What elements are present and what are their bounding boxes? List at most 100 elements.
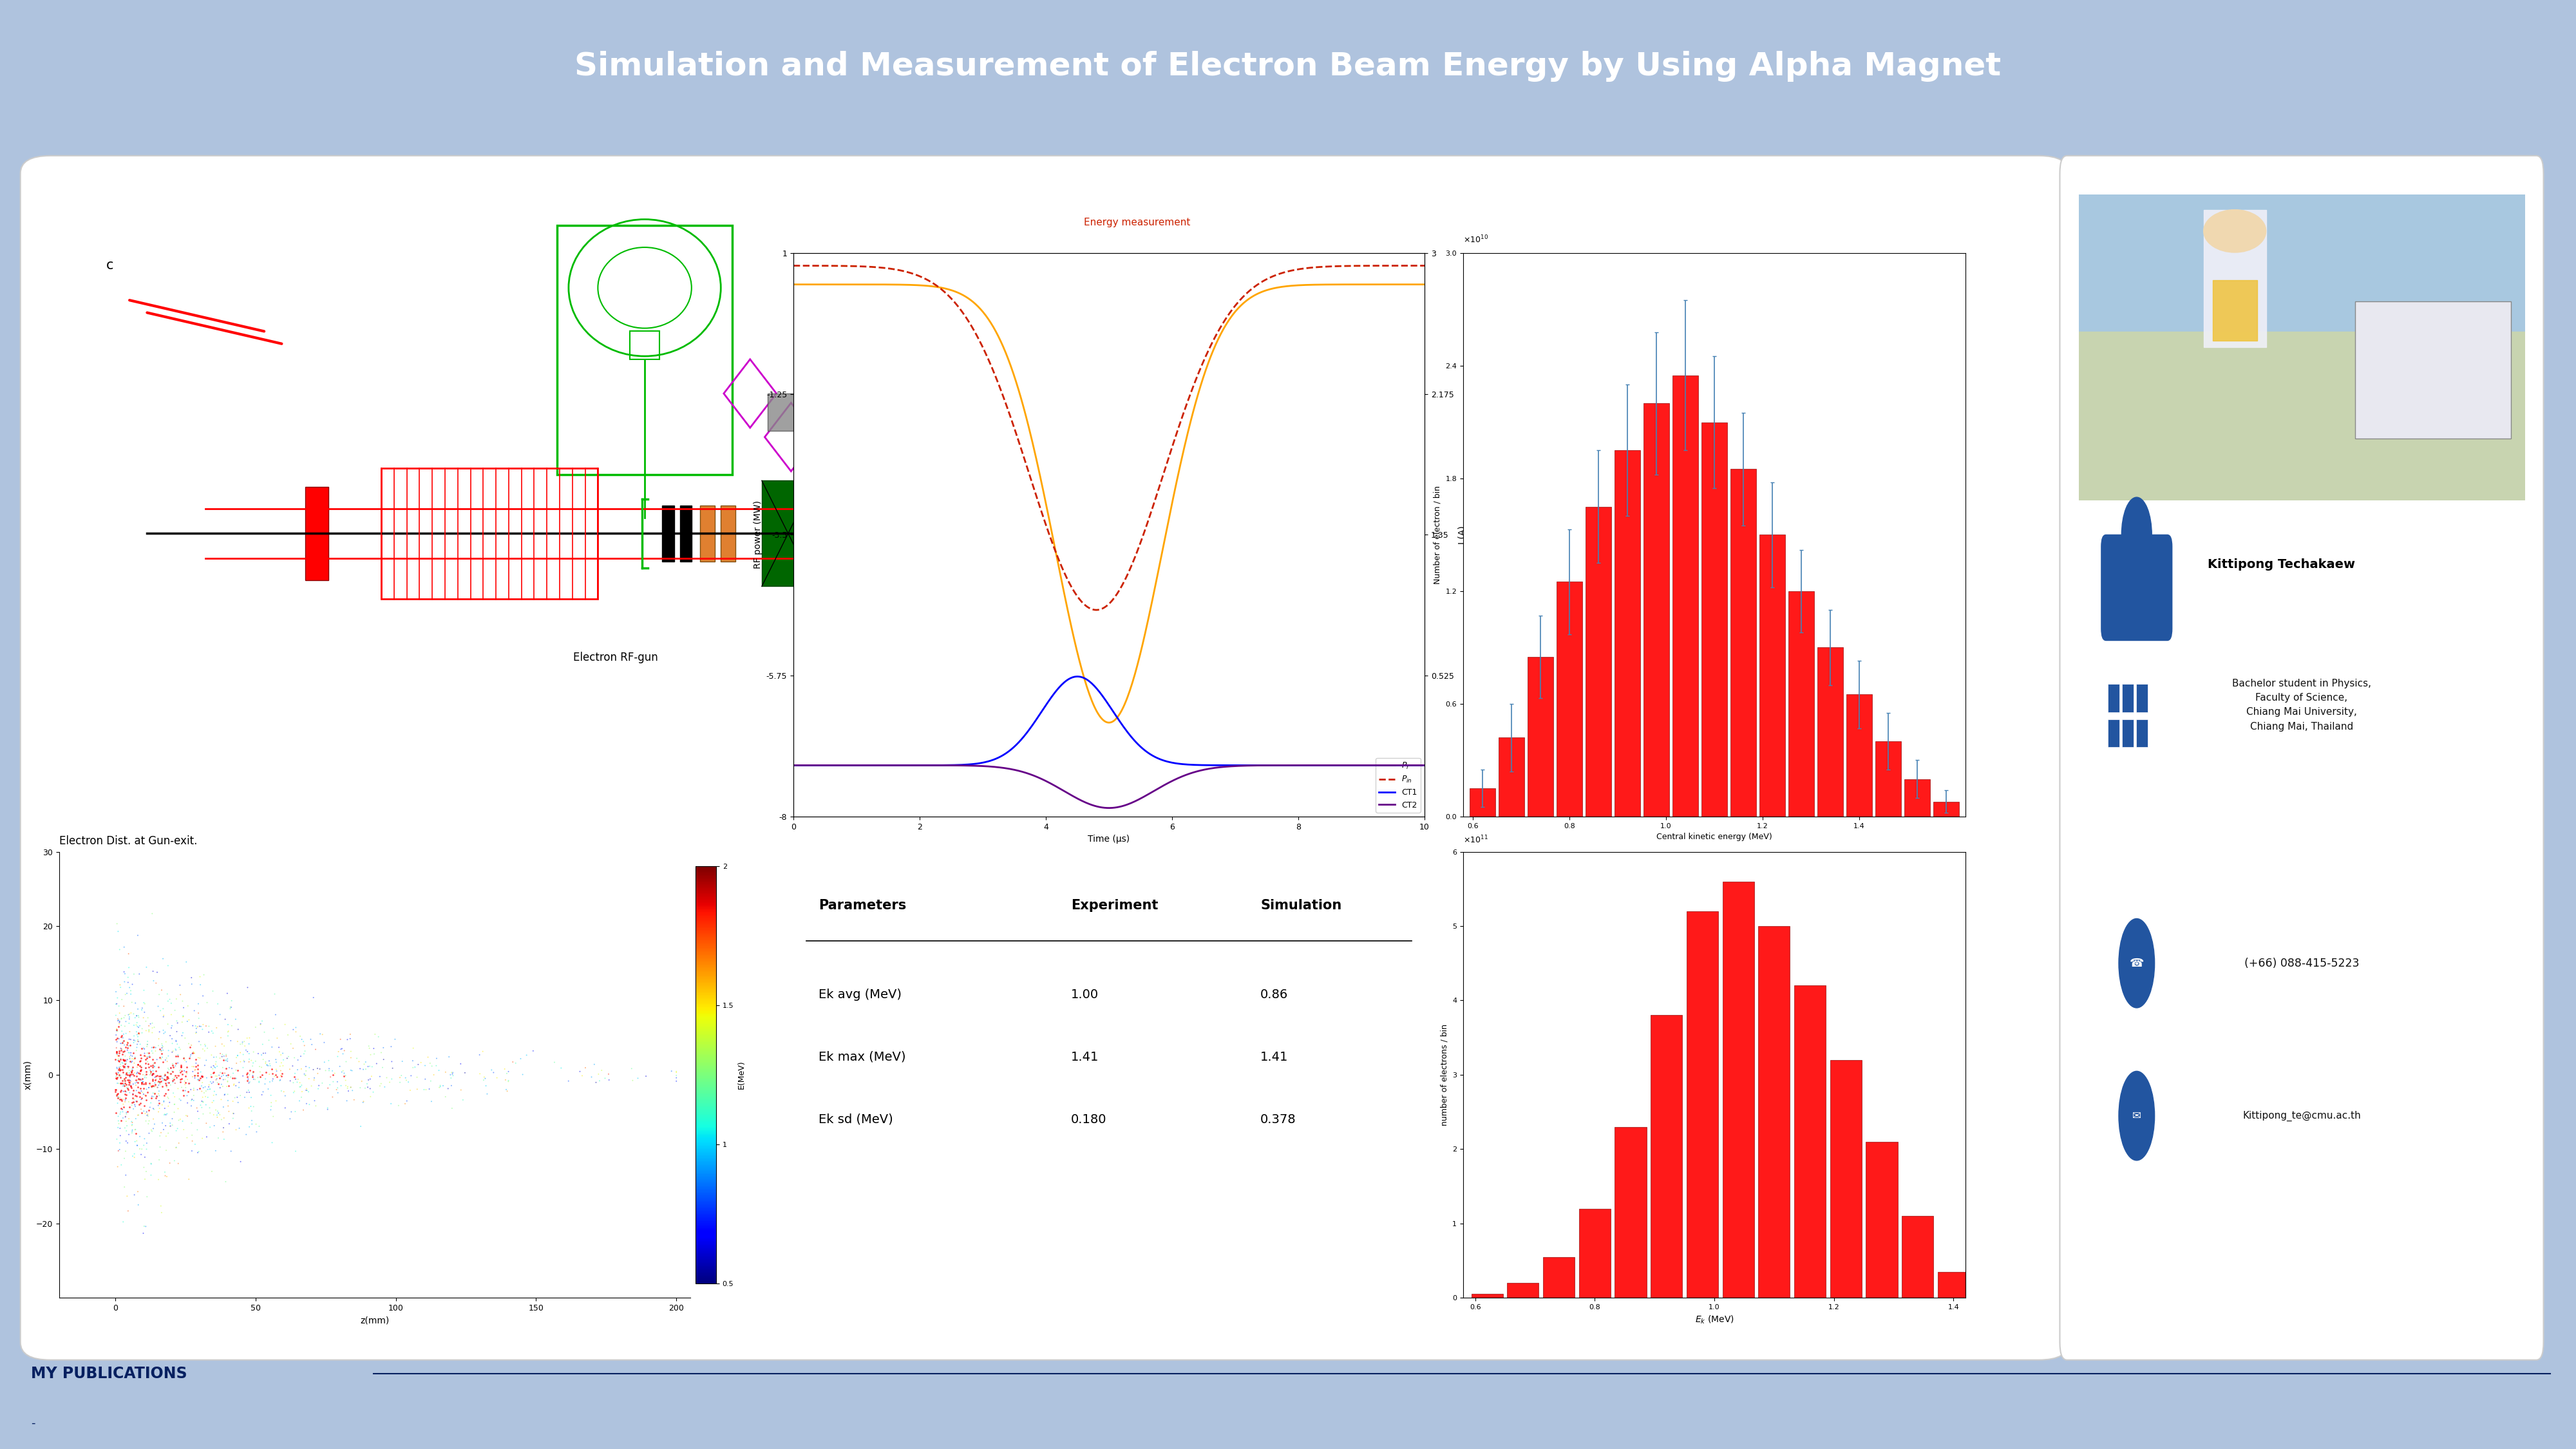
Point [129, 1019, 170, 1042]
Point [100, 1039, 142, 1062]
Point [142, 1006, 183, 1029]
Point [327, 1077, 368, 1100]
Y-axis label: x(mm): x(mm) [23, 1059, 33, 1090]
Point [103, 1053, 144, 1077]
FancyBboxPatch shape [21, 155, 2069, 1361]
Point [178, 1014, 219, 1037]
Point [142, 1066, 183, 1090]
Point [657, 1059, 698, 1082]
Point [363, 1036, 404, 1059]
Point [113, 1088, 155, 1111]
Point [229, 1097, 270, 1120]
Point [487, 1061, 528, 1084]
Point [147, 1066, 188, 1090]
Point [121, 1068, 162, 1091]
Point [183, 1071, 224, 1094]
X-axis label: Time (μs): Time (μs) [1087, 835, 1131, 843]
Bar [804, 419, 832, 456]
Point [95, 1127, 137, 1151]
Point [252, 1106, 294, 1129]
Bar [1579, 1208, 1610, 1298]
Point [111, 1062, 152, 1085]
Point [325, 1051, 366, 1074]
Point [410, 1090, 451, 1113]
CT1 [1121, 733, 1151, 751]
Point [106, 1049, 147, 1072]
Point [410, 1069, 451, 1093]
Point [149, 1024, 191, 1048]
Point [204, 1120, 245, 1143]
Point [113, 1064, 155, 1087]
Point [201, 1065, 242, 1088]
Point [162, 1004, 204, 1027]
Point [103, 1074, 144, 1097]
Point [103, 1069, 144, 1093]
Point [170, 1111, 211, 1135]
Point [219, 1084, 260, 1107]
Point [191, 1091, 232, 1114]
Point [152, 1055, 193, 1078]
Bar [1795, 985, 1826, 1298]
Point [98, 1056, 139, 1080]
Point [111, 982, 152, 1006]
Point [139, 1072, 180, 1095]
Point [98, 1048, 139, 1071]
Point [245, 1068, 286, 1091]
Point [126, 1010, 167, 1033]
Point [206, 1043, 247, 1066]
Point [157, 1097, 198, 1120]
Point [165, 1080, 206, 1103]
Point [144, 1084, 185, 1107]
Point [294, 1090, 335, 1113]
Point [121, 1058, 162, 1081]
Point [348, 1035, 389, 1058]
Point [108, 1006, 149, 1029]
Point [100, 1117, 142, 1140]
Point [108, 1059, 149, 1082]
CT2 [1409, 756, 1440, 774]
Point [167, 1010, 209, 1033]
Point [116, 1084, 157, 1107]
Point [116, 1020, 157, 1043]
Point [263, 1048, 304, 1071]
Point [103, 1074, 144, 1097]
Point [100, 1058, 142, 1081]
Point [191, 1071, 232, 1094]
Point [173, 1084, 214, 1107]
Point [139, 998, 180, 1022]
Point [134, 1065, 175, 1088]
Point [327, 1090, 368, 1113]
Point [106, 1082, 147, 1106]
Point [98, 1111, 139, 1135]
Point [175, 1066, 216, 1090]
Point [657, 1069, 698, 1093]
Point [139, 1074, 180, 1097]
Point [286, 1080, 327, 1103]
Point [371, 1056, 412, 1080]
Point [144, 1020, 185, 1043]
Point [111, 1027, 152, 1051]
Point [147, 953, 188, 977]
Bar [631, 332, 659, 359]
FancyBboxPatch shape [2102, 535, 2172, 640]
Point [129, 1095, 170, 1119]
Point [160, 1087, 201, 1110]
Point [410, 1078, 451, 1101]
Point [258, 1036, 299, 1059]
Point [142, 997, 183, 1020]
Point [95, 1066, 137, 1090]
Point [180, 965, 222, 988]
Point [214, 1072, 255, 1095]
Point [103, 1098, 144, 1122]
Point [397, 1065, 438, 1088]
Point [113, 1119, 155, 1142]
Point [95, 993, 137, 1016]
Point [98, 1009, 139, 1032]
Point [131, 1011, 173, 1035]
Point [185, 1075, 227, 1098]
Point [355, 1052, 397, 1075]
Text: Simulation: Simulation [1260, 898, 1342, 911]
Point [126, 1100, 167, 1123]
Point [160, 1056, 201, 1080]
Point [250, 1062, 291, 1085]
